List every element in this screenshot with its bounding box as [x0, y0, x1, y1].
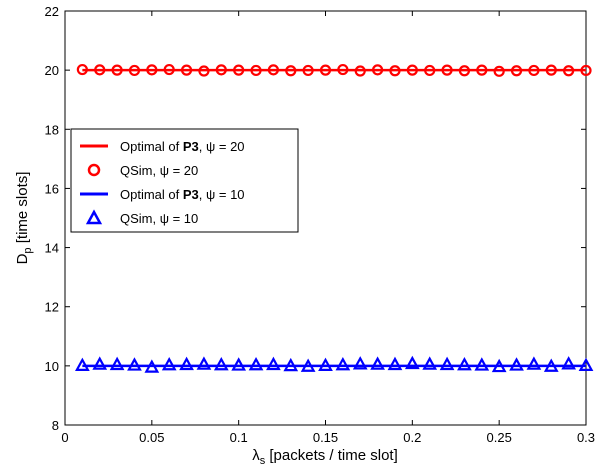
x-tick-label: 0.1: [230, 430, 248, 445]
y-tick-label: 12: [45, 300, 59, 315]
data-point-circle: [389, 65, 401, 77]
legend-box: [70, 128, 299, 233]
data-point-triangle: [144, 359, 160, 373]
data-point-circle: [545, 64, 557, 76]
data-point-triangle: [109, 356, 125, 371]
data-point-circle: [180, 64, 193, 76]
legend-label-qsim-psi10: QSim, ψ = 10: [120, 211, 198, 226]
data-point-triangle: [318, 357, 333, 371]
data-point-circle: [111, 64, 123, 76]
data-point-circle: [198, 65, 210, 77]
data-point-triangle: [578, 357, 594, 371]
y-tick-label: 22: [45, 4, 59, 19]
legend-swatch-qsim-psi20: [87, 163, 101, 177]
data-point-circle: [406, 64, 418, 76]
data-point-circle: [493, 65, 505, 77]
data-point-triangle: [561, 356, 576, 370]
y-tick-label: 10: [45, 359, 59, 374]
data-point-triangle: [543, 358, 559, 372]
data-point-circle: [76, 63, 88, 76]
data-point-triangle: [526, 356, 542, 370]
data-point-triangle: [352, 356, 368, 370]
data-point-triangle: [127, 357, 142, 371]
x-tick-label: 0.2: [403, 430, 421, 445]
data-point-triangle: [457, 356, 472, 371]
x-tick-label: 0.25: [487, 430, 512, 445]
y-tick-label: 16: [45, 181, 59, 196]
data-point-circle: [476, 64, 488, 76]
legend-label-optimal-psi20: Optimal of P3, ψ = 20: [120, 139, 245, 154]
data-point-triangle: [370, 356, 385, 370]
data-point-triangle: [300, 358, 316, 372]
y-tick-label: 14: [45, 241, 59, 256]
data-point-circle: [563, 65, 575, 77]
data-point-triangle: [509, 357, 524, 371]
data-point-triangle: [92, 356, 108, 370]
data-point-circle: [215, 64, 227, 76]
data-point-circle: [441, 64, 453, 76]
data-point-circle: [233, 64, 245, 76]
data-point-triangle: [387, 356, 403, 371]
data-point-circle: [580, 64, 592, 77]
x-tick-label: 0.15: [313, 430, 338, 445]
data-point-triangle: [422, 356, 438, 370]
y-tick-label: 8: [52, 418, 59, 433]
y-axis-title: Dp [time slots]: [14, 172, 34, 265]
y-tick-label: 20: [45, 63, 59, 78]
data-point-triangle: [474, 357, 490, 371]
series: [75, 63, 594, 373]
data-point-triangle: [75, 357, 90, 371]
data-point-circle: [94, 64, 106, 76]
data-point-triangle: [161, 356, 177, 371]
data-point-circle: [510, 65, 523, 77]
data-point-circle: [354, 65, 366, 77]
data-point-triangle: [179, 356, 194, 371]
data-point-circle: [267, 64, 279, 76]
data-point-triangle: [266, 356, 281, 371]
data-point-triangle: [491, 358, 507, 373]
data-point-triangle: [248, 356, 264, 371]
data-point-triangle: [439, 356, 455, 371]
data-point-triangle: [231, 357, 247, 371]
x-tick-label: 0.3: [577, 430, 595, 445]
data-point-circle: [163, 63, 175, 76]
data-point-circle: [372, 64, 384, 76]
data-point-triangle: [335, 356, 351, 371]
x-tick-label: 0.05: [139, 430, 164, 445]
data-point-triangle: [404, 355, 420, 370]
data-point-triangle: [196, 356, 212, 370]
data-point-circle: [458, 65, 471, 77]
data-point-circle: [250, 64, 262, 77]
data-point-circle: [528, 64, 540, 77]
legend-label-qsim-psi20: QSim, ψ = 20: [120, 163, 198, 178]
data-point-circle: [128, 64, 141, 77]
legend-label-optimal-psi10: Optimal of P3, ψ = 10: [120, 187, 245, 202]
legend: Optimal of P3, ψ = 20 QSim, ψ = 20 Optim…: [70, 128, 299, 233]
ticks: 0 0.05 0.1 0.15 0.2 0.25 0.3 8 10 12 14 16 18 20 22: [45, 4, 596, 445]
data-point-circle: [319, 64, 332, 76]
data-point-circle: [302, 64, 314, 77]
data-point-circle: [285, 65, 297, 77]
legend-swatch-qsim-psi10: [85, 209, 103, 225]
data-point-circle: [146, 64, 158, 76]
data-point-circle: [424, 64, 436, 77]
data-point-triangle: [283, 357, 299, 372]
data-point-triangle: [213, 356, 229, 371]
data-point-circle: [337, 63, 349, 76]
y-tick-label: 18: [45, 122, 59, 137]
x-tick-label: 0: [61, 430, 68, 445]
x-axis-title: λs [packets / time slot]: [252, 447, 398, 467]
